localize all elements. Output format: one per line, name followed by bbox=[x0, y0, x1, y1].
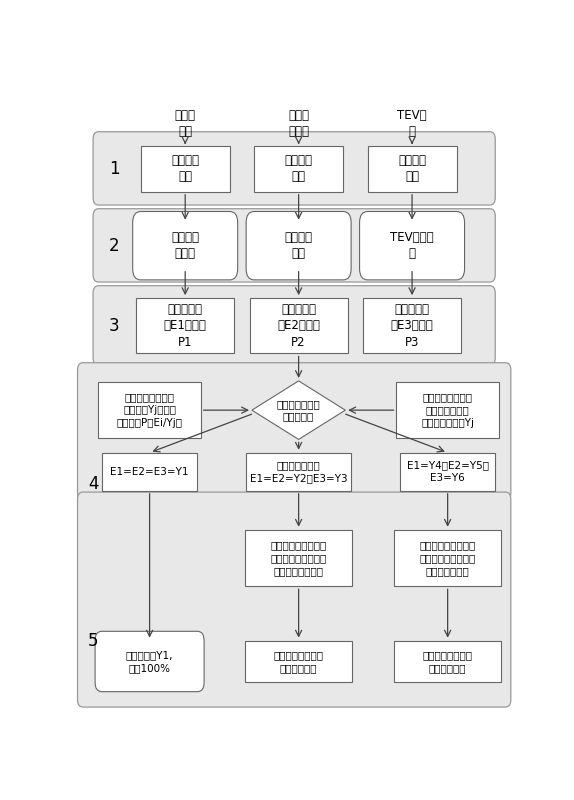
Text: 故障诊断结
果E2及概率
P2: 故障诊断结 果E2及概率 P2 bbox=[277, 302, 320, 349]
FancyBboxPatch shape bbox=[394, 641, 501, 682]
Text: 两种相同，例如
E1=E2=Y2，E3=Y3: 两种相同，例如 E1=E2=Y2，E3=Y3 bbox=[250, 460, 347, 483]
FancyBboxPatch shape bbox=[245, 530, 352, 586]
FancyBboxPatch shape bbox=[93, 209, 495, 282]
Text: 5: 5 bbox=[88, 632, 98, 650]
Text: 三种故障诊断结
果异同判断: 三种故障诊断结 果异同判断 bbox=[277, 399, 320, 422]
Text: 2: 2 bbox=[108, 237, 119, 254]
Text: 故障诊断结
果E3及概率
P3: 故障诊断结 果E3及概率 P3 bbox=[391, 302, 433, 349]
FancyBboxPatch shape bbox=[363, 298, 461, 354]
Text: 4: 4 bbox=[88, 475, 98, 493]
Text: E1=Y4，E2=Y5，
E3=Y6: E1=Y4，E2=Y5， E3=Y6 bbox=[406, 460, 488, 483]
Text: TEV数
据: TEV数 据 bbox=[397, 110, 427, 138]
Text: 幅比聚类
提取: 幅比聚类 提取 bbox=[171, 154, 199, 183]
Text: TEV特征空
间: TEV特征空 间 bbox=[390, 231, 434, 261]
FancyBboxPatch shape bbox=[394, 530, 501, 586]
Text: 1: 1 bbox=[108, 160, 119, 178]
FancyBboxPatch shape bbox=[95, 631, 204, 692]
FancyBboxPatch shape bbox=[77, 362, 511, 501]
FancyBboxPatch shape bbox=[245, 641, 352, 682]
Text: 特高频
数据: 特高频 数据 bbox=[174, 110, 196, 138]
Text: 输出最终归化后的
故障诊断概率: 输出最终归化后的 故障诊断概率 bbox=[422, 650, 472, 673]
Text: 故障类型为Y1,
概率100%: 故障类型为Y1, 概率100% bbox=[126, 650, 173, 673]
FancyBboxPatch shape bbox=[246, 453, 351, 491]
Text: 计算三种传感器诊断
结果不同时三种故障
类型的出现概率: 计算三种传感器诊断 结果不同时三种故障 类型的出现概率 bbox=[420, 540, 476, 576]
Text: 计算传感器有两个诊
断结果相同时两种故
障类型出现的概率: 计算传感器有两个诊 断结果相同时两种故 障类型出现的概率 bbox=[270, 540, 327, 576]
Text: 时频联合
提取: 时频联合 提取 bbox=[285, 154, 313, 183]
Polygon shape bbox=[252, 381, 346, 439]
FancyBboxPatch shape bbox=[141, 146, 230, 192]
Text: 特高频特
征空间: 特高频特 征空间 bbox=[171, 231, 199, 261]
Text: 宽带脉
冲数据: 宽带脉 冲数据 bbox=[288, 110, 309, 138]
FancyBboxPatch shape bbox=[400, 453, 495, 491]
Text: 故障诊断结
果E1及概率
P1: 故障诊断结 果E1及概率 P1 bbox=[164, 302, 207, 349]
FancyBboxPatch shape bbox=[397, 382, 499, 438]
FancyBboxPatch shape bbox=[93, 132, 495, 205]
Text: 3: 3 bbox=[108, 317, 119, 334]
FancyBboxPatch shape bbox=[133, 211, 238, 280]
Text: 假定故障类型出现
概率为等概率事
件，事件集合为Yj: 假定故障类型出现 概率为等概率事 件，事件集合为Yj bbox=[421, 392, 474, 428]
FancyBboxPatch shape bbox=[99, 382, 201, 438]
Text: 输出最终归化后的
故障诊断概率: 输出最终归化后的 故障诊断概率 bbox=[274, 650, 324, 673]
Text: 宽带特征
空间: 宽带特征 空间 bbox=[285, 231, 313, 261]
FancyBboxPatch shape bbox=[250, 298, 348, 354]
FancyBboxPatch shape bbox=[254, 146, 343, 192]
FancyBboxPatch shape bbox=[93, 286, 495, 365]
Text: E1=E2=E3=Y1: E1=E2=E3=Y1 bbox=[110, 466, 189, 477]
Text: 幅值参数
提取: 幅值参数 提取 bbox=[398, 154, 426, 183]
FancyBboxPatch shape bbox=[102, 453, 197, 491]
Text: 三种传感器在给定
故障类型Yj时正确
识别概率P（Ei/Yj）: 三种传感器在给定 故障类型Yj时正确 识别概率P（Ei/Yj） bbox=[117, 392, 183, 428]
FancyBboxPatch shape bbox=[367, 146, 456, 192]
FancyBboxPatch shape bbox=[359, 211, 464, 280]
FancyBboxPatch shape bbox=[136, 298, 234, 354]
FancyBboxPatch shape bbox=[246, 211, 351, 280]
FancyBboxPatch shape bbox=[77, 492, 511, 707]
